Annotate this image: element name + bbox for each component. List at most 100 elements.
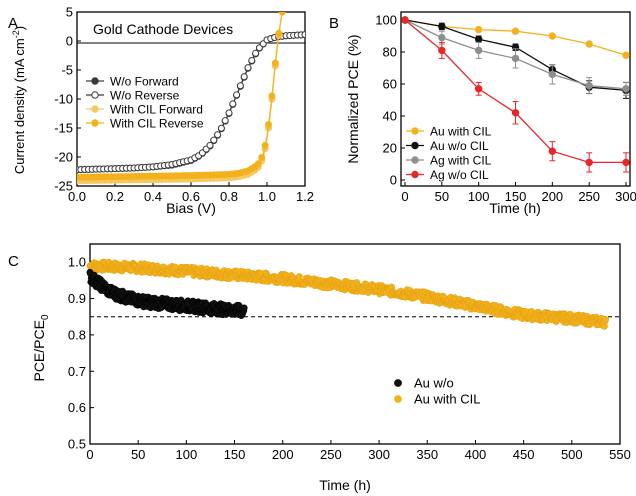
panel-b-x-tick-label: 50 [435, 189, 449, 204]
panel-c-y-tick-label: 1.0 [68, 255, 86, 270]
iv-marker [301, 31, 305, 39]
iv-marker [233, 91, 241, 99]
pce-marker [511, 54, 520, 63]
panel-a-title: Gold Cathode Devices [93, 21, 233, 37]
panel-c-frame [89, 243, 621, 445]
panel-c-x-tick-label: 100 [176, 447, 198, 462]
panel-a-y-tick-label: -15 [54, 121, 73, 136]
panel-c-legend: Au w/oAu with CIL [394, 376, 480, 407]
legend-marker [411, 141, 419, 150]
panel-c-x-tick-label: 0 [86, 447, 93, 462]
panel-a-x-tick-label: 0.8 [220, 189, 238, 204]
pce-marker [438, 46, 446, 55]
pce-marker [585, 81, 593, 90]
legend-marker [91, 105, 99, 113]
panel-b-y-tick-label: 20 [383, 141, 397, 156]
iv-marker [248, 56, 256, 64]
panel-b-y-tick-label: 40 [383, 109, 397, 124]
panel-c-x-tick-label: 150 [224, 447, 246, 462]
pce-marker [474, 85, 483, 93]
panel-b-y-tick-label: 60 [383, 77, 397, 92]
panel-a-y-label: Current density (mA cm-2) [11, 26, 27, 174]
panel-a-y-tick-label: 5 [66, 5, 73, 20]
legend-marker [411, 127, 419, 135]
panel-b: B 0 50 100 150 200 250 300 0 20 40 60 80 100 Au with… [329, 11, 636, 216]
panel-a-y-tick-label: 0 [66, 34, 73, 49]
pce-marker [585, 40, 593, 48]
iv-marker [240, 73, 248, 81]
panel-c-x-tick-label: 550 [609, 447, 631, 462]
pce-marker [438, 33, 446, 42]
panel-b-x-label: Time (h) [489, 200, 541, 216]
pce-marker [474, 46, 483, 55]
panel-a-y-tick-label: -10 [54, 92, 73, 107]
iv-marker [271, 59, 279, 67]
panel-c-x-tick-label: 50 [131, 447, 145, 462]
panel-c-y-tick-label: 0.6 [68, 400, 86, 415]
legend-label: With CIL Reverse [110, 117, 204, 131]
panel-a-x-tick-label: 0.4 [144, 189, 162, 204]
panel-b-x-tick-label: 150 [505, 189, 527, 204]
panel-c-ticks: 0 50 100 150 200 250 300 350 400 450 500 550 0.5 0.6 0… [68, 255, 631, 462]
legend-label: Ag with CIL [430, 154, 492, 168]
panel-b-x-tick-label: 250 [578, 189, 600, 204]
pce-marker [622, 51, 630, 59]
panel-a-x-label: Bias (V) [166, 200, 216, 216]
panel-a-series [77, 12, 305, 185]
iv-marker [268, 92, 276, 100]
iv-marker [225, 109, 233, 117]
panel-c-x-tick-label: 250 [320, 447, 342, 462]
panel-a-x-tick-label: 0.0 [68, 189, 86, 204]
iv-marker [214, 131, 222, 139]
panel-b-x-tick-label: 200 [541, 189, 563, 204]
panel-b-ticks: 0 50 100 150 200 250 300 0 20 40 60 80 100 [375, 13, 636, 205]
pce-marker [622, 158, 630, 167]
panel-b-x-tick-label: 100 [468, 189, 490, 204]
pce-marker [401, 16, 409, 24]
panel-b-y-tick-label: 100 [375, 13, 397, 28]
panel-c-y-tick-label: 0.9 [68, 291, 86, 306]
legend-label: W/o Reverse [110, 89, 180, 103]
panel-c-y-tick-label: 0.5 [68, 437, 86, 452]
legend-marker [394, 395, 402, 403]
panel-c: C 0 50 100 150 200 250 300 350 400 450 500 550 0.5 0.… [8, 243, 631, 493]
iv-line [77, 12, 283, 182]
panel-c-x-tick-label: 450 [513, 447, 535, 462]
iv-marker [236, 82, 244, 90]
panel-c-letter: C [8, 253, 19, 270]
iv-marker [217, 124, 225, 132]
pce-marker [511, 27, 520, 35]
panel-a: A 0.0 0.2 0.4 0.6 0.8 1.0 1.2-25-20-15-10-505 … [8, 5, 314, 217]
legend-marker [411, 170, 419, 179]
legend-label: With CIL Forward [110, 103, 203, 117]
iv-marker [229, 100, 237, 108]
iv-marker [206, 141, 214, 149]
panel-c-y-tick-label: 0.7 [68, 364, 86, 379]
legend-marker [91, 119, 99, 127]
legend-marker [394, 379, 402, 387]
stability-point [240, 304, 248, 312]
iv-marker [258, 153, 266, 161]
legend-label: W/o Forward [110, 75, 179, 89]
iv-marker [252, 49, 260, 57]
panel-b-x-tick-label: 0 [401, 189, 408, 204]
pce-marker [438, 22, 446, 31]
iv-marker [275, 29, 283, 37]
panel-b-x-tick-label: 300 [615, 189, 636, 204]
panel-c-x-tick-label: 200 [272, 447, 294, 462]
iv-marker [261, 141, 269, 149]
legend-label: Au with CIL [430, 125, 492, 139]
panel-a-y-tick-label: -25 [54, 179, 73, 194]
panel-a-y-tick-label: -5 [61, 63, 73, 78]
panel-c-y-tick-label: 0.8 [68, 327, 86, 342]
pce-marker [622, 85, 630, 93]
legend-label: Au with CIL [414, 392, 480, 407]
iv-marker [278, 12, 286, 16]
pce-marker [585, 158, 593, 167]
panel-c-x-tick-label: 400 [465, 447, 487, 462]
iv-marker [254, 160, 262, 168]
pce-marker [548, 147, 557, 155]
panel-b-y-tick-label: 0 [390, 173, 397, 188]
